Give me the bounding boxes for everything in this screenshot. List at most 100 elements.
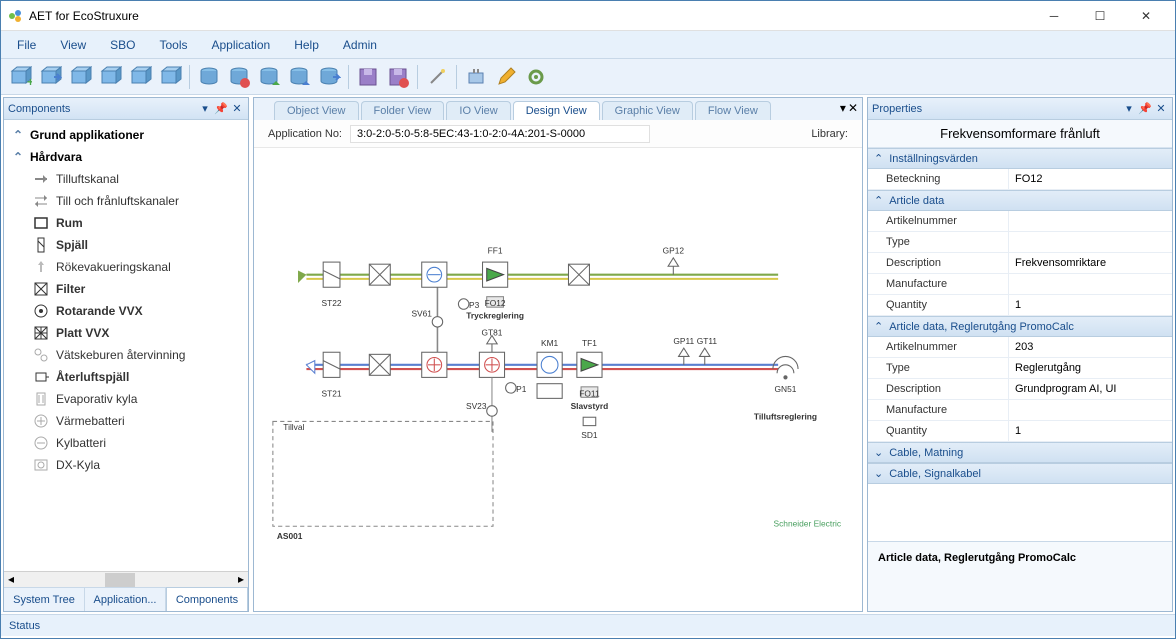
menu-sbo[interactable]: SBO [98,34,147,56]
tree-item[interactable]: Evaporativ kyla [6,388,246,410]
menu-help[interactable]: Help [282,34,331,56]
rotary-icon [32,302,50,320]
doc-tab[interactable]: Design View [513,101,600,120]
bottom-tab[interactable]: Application... [85,588,166,611]
menu-admin[interactable]: Admin [331,34,389,56]
property-row[interactable]: DescriptionFrekvensomriktare [868,253,1172,274]
toolbar-gear-run-icon[interactable] [522,63,550,91]
property-row[interactable]: Manufacture [868,274,1172,295]
doc-dropdown-icon[interactable]: ▾ [840,101,846,115]
panel-close-icon[interactable]: ✕ [1154,102,1168,116]
property-value[interactable]: 1 [1008,295,1172,315]
doc-tab[interactable]: Folder View [361,101,445,120]
svg-text:GN51: GN51 [775,384,797,394]
toolbar-plugin-icon[interactable] [462,63,490,91]
property-value[interactable]: Reglerutgång [1008,358,1172,378]
menu-tools[interactable]: Tools [147,34,199,56]
doc-tab[interactable]: Flow View [695,101,771,120]
toolbar-cube-right-icon[interactable] [36,63,64,91]
diagram-canvas[interactable]: SV61ST22FF1FO12TryckregleringP3GP12ST21G… [254,148,862,611]
property-value[interactable]: Frekvensomriktare [1008,253,1172,273]
property-value[interactable]: 1 [1008,421,1172,441]
toolbar-cube-grid-icon[interactable] [156,63,184,91]
svg-text:GT11: GT11 [697,336,718,346]
panel-close-icon[interactable]: ✕ [230,102,244,116]
property-value[interactable]: FO12 [1008,169,1172,189]
property-value[interactable] [1008,211,1172,231]
tree-item[interactable]: Rotarande VVX [6,300,246,322]
toolbar-db-red-icon[interactable] [225,63,253,91]
bottom-tab[interactable]: System Tree [4,588,85,611]
panel-pin-icon[interactable]: 📌 [1138,102,1152,116]
property-value[interactable] [1008,400,1172,420]
tree-item[interactable]: Spjäll [6,234,246,256]
menu-view[interactable]: View [48,34,98,56]
property-row[interactable]: BeteckningFO12 [868,169,1172,190]
tree-item[interactable]: Platt VVX [6,322,246,344]
tree-item[interactable]: DX-Kyla [6,454,246,476]
arrow-right-icon [32,170,50,188]
doc-tab[interactable]: Graphic View [602,101,693,120]
toolbar-db-icon[interactable] [195,63,223,91]
panel-dropdown-icon[interactable]: ▾ [198,102,212,116]
toolbar-cube-box-icon[interactable] [96,63,124,91]
toolbar-db-green-up-icon[interactable] [255,63,283,91]
toolbar-disk-icon[interactable] [354,63,382,91]
toolbar-cube-down-icon[interactable] [126,63,154,91]
toolbar-db-arrow-icon[interactable] [315,63,343,91]
horizontal-scrollbar[interactable]: ◂ ▸ [4,571,248,587]
toolbar-pencil-icon[interactable] [492,63,520,91]
property-row[interactable]: Type [868,232,1172,253]
tree-item[interactable]: Rökevakueringskanal [6,256,246,278]
maximize-button[interactable]: ☐ [1077,1,1123,31]
tree-item[interactable]: Återluftspjäll [6,366,246,388]
property-group-header[interactable]: ⌄Cable, Signalkabel [868,463,1172,484]
property-row[interactable]: TypeReglerutgång [868,358,1172,379]
window-title: AET for EcoStruxure [29,9,1031,23]
doc-tab[interactable]: Object View [274,101,359,120]
tree-item[interactable]: Rum [6,212,246,234]
properties-panel-header: Properties ▾ 📌 ✕ [868,98,1172,120]
property-group-header[interactable]: ⌄Cable, Matning [868,442,1172,463]
minimize-button[interactable]: ─ [1031,1,1077,31]
tree-item[interactable]: Filter [6,278,246,300]
property-group-header[interactable]: ⌃Article data, Reglerutgång PromoCalc [868,316,1172,337]
property-group-header[interactable]: ⌃Article data [868,190,1172,211]
tree-item[interactable]: Kylbatteri [6,432,246,454]
property-value[interactable]: Grundprogram AI, UI [1008,379,1172,399]
panel-dropdown-icon[interactable]: ▾ [1122,102,1136,116]
property-row[interactable]: Quantity1 [868,421,1172,442]
tree-item[interactable]: Vätskeburen återvinning [6,344,246,366]
tree-item-label: Tilluftskanal [56,172,119,186]
property-value[interactable] [1008,232,1172,252]
property-row[interactable]: DescriptionGrundprogram AI, UI [868,379,1172,400]
tree-item[interactable]: Värmebatteri [6,410,246,432]
tree-group[interactable]: ⌃Hårdvara [6,146,246,168]
property-key: Type [868,358,1008,378]
toolbar-cube-sync-icon[interactable] [66,63,94,91]
doc-close-icon[interactable]: ✕ [848,101,858,115]
tree-item[interactable]: Tilluftskanal [6,168,246,190]
property-group-header[interactable]: ⌃Inställningsvärden [868,148,1172,169]
doc-tab[interactable]: IO View [446,101,510,120]
property-row[interactable]: Quantity1 [868,295,1172,316]
tree-item[interactable]: Till och frånluftskanaler [6,190,246,212]
toolbar-wand-icon[interactable] [423,63,451,91]
toolbar-db-blue-up-icon[interactable] [285,63,313,91]
bottom-tab[interactable]: Components [166,587,248,611]
toolbar-cube-plus-icon[interactable]: + [6,63,34,91]
toolbar-disk-red-icon[interactable] [384,63,412,91]
menu-application[interactable]: Application [200,34,283,56]
close-button[interactable]: ✕ [1123,1,1169,31]
property-row[interactable]: Manufacture [868,400,1172,421]
cooler-icon [32,434,50,452]
property-row[interactable]: Artikelnummer203 [868,337,1172,358]
property-row[interactable]: Artikelnummer [868,211,1172,232]
svg-text:SD1: SD1 [581,430,598,440]
svg-text:KM1: KM1 [541,338,559,348]
menu-file[interactable]: File [5,34,48,56]
property-value[interactable] [1008,274,1172,294]
property-value[interactable]: 203 [1008,337,1172,357]
panel-pin-icon[interactable]: 📌 [214,102,228,116]
tree-group[interactable]: ⌃Grund applikationer [6,124,246,146]
